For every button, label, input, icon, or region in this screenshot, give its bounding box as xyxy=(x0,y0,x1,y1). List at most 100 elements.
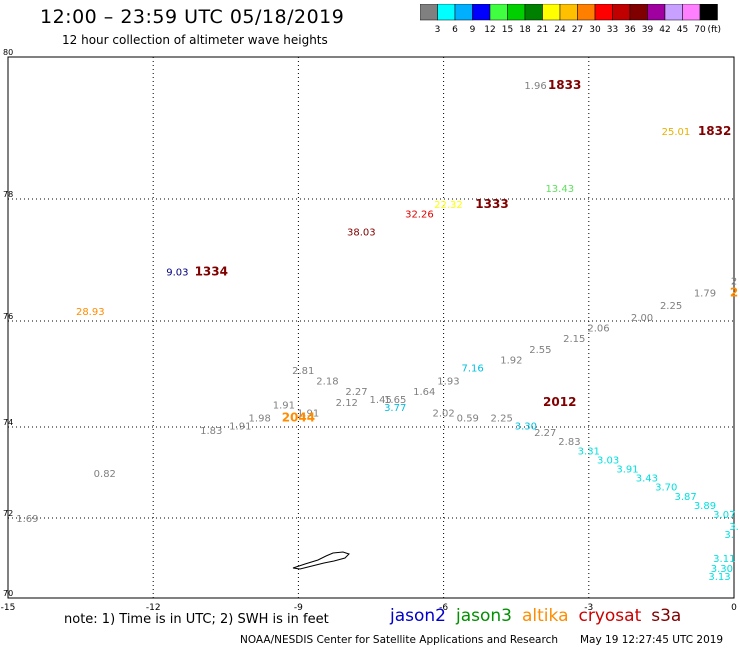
legend-jason3: jason3 xyxy=(456,606,512,626)
map-frame xyxy=(7,56,735,599)
swh-value-label: 3.30 xyxy=(711,564,733,575)
swh-value-label: 1.93 xyxy=(437,377,459,388)
satellite-legend: jason2 jason3 altika cryosat s3a xyxy=(390,606,691,626)
pass-time-label: 1333 xyxy=(475,197,508,211)
y-tick-label: 80 xyxy=(3,48,13,57)
x-tick-label: -9 xyxy=(294,603,303,613)
scale-label: 33 xyxy=(607,25,618,35)
scale-swatch xyxy=(699,4,718,21)
scale-label: 27 xyxy=(572,25,583,35)
swh-value-label: 1.65 xyxy=(384,395,406,406)
y-tick-label: 76 xyxy=(3,312,13,321)
swh-value-label: 2.06 xyxy=(587,324,609,335)
pass-time-label: 1832 xyxy=(698,124,731,138)
swh-value-label: 2.12 xyxy=(336,398,358,409)
swh-value-label: 2.55 xyxy=(529,345,551,356)
scale-unit: (ft) xyxy=(707,25,721,35)
swh-value-label: 3.03 xyxy=(597,455,619,466)
swh-value-label: 2.27 xyxy=(534,428,556,439)
scale-label: 36 xyxy=(624,25,636,35)
scale-label: 3 xyxy=(435,25,441,35)
color-scale: 3 6 9 12 15 18 21 24 27 30 33 36 39 42 45 70 (ft) xyxy=(420,4,721,35)
scale-label: 9 xyxy=(470,25,476,35)
swh-value-label: 3.13 xyxy=(708,572,730,583)
swh-value-label: 2.15 xyxy=(563,334,585,345)
swh-value-label: 38.03 xyxy=(347,228,376,239)
pass-time-label: 1334 xyxy=(195,264,228,278)
swh-value-label: 3. xyxy=(724,530,734,541)
x-tick-label: -3 xyxy=(584,603,593,613)
swh-value-label: 1.91 xyxy=(273,400,295,411)
x-tick-label: -6 xyxy=(439,603,448,613)
legend-s3a: s3a xyxy=(651,606,682,626)
swh-value-label: 13.43 xyxy=(545,184,574,195)
swh-value-label: 3.89 xyxy=(694,501,716,512)
swh-value-label: 1.91 xyxy=(297,408,319,419)
swh-value-label: 1.91 xyxy=(229,421,251,432)
swh-value-label: 3.43 xyxy=(636,474,658,485)
swh-value-label: 1.92 xyxy=(500,355,522,366)
swh-value-label: 0.82 xyxy=(94,469,116,480)
generated-timestamp: May 19 12:27:45 UTC 2019 xyxy=(580,634,724,646)
swh-value-label: 1.69 xyxy=(16,514,38,525)
pass-time-label: 2012 xyxy=(543,395,576,409)
pass-time-label: 2 xyxy=(730,286,738,300)
swh-value-label: 22.32 xyxy=(434,200,463,211)
scale-label: 45 xyxy=(677,25,688,35)
legend-cryosat: cryosat xyxy=(578,606,642,626)
y-tick-label: 78 xyxy=(3,190,13,199)
swh-value-label: 3.07 xyxy=(713,510,735,521)
swh-value-label: 3. xyxy=(729,522,739,533)
y-tick-label: 72 xyxy=(3,509,13,518)
x-tick-label: -12 xyxy=(146,603,161,613)
legend-altika: altika xyxy=(522,606,569,626)
swh-value-label: 3.91 xyxy=(616,465,638,476)
swh-value-label: 25.01 xyxy=(662,127,691,138)
scale-label: 24 xyxy=(554,25,566,35)
swh-value-label: 2.00 xyxy=(631,313,653,324)
swh-value-label: 1.98 xyxy=(249,414,271,425)
x-tick-label: -15 xyxy=(1,603,16,613)
swh-value-label: 2.25 xyxy=(660,301,682,312)
swh-value-label: 0.59 xyxy=(457,414,479,425)
scale-label: 70 xyxy=(694,25,706,35)
swh-value-label: 2.83 xyxy=(558,437,580,448)
swh-value-label: 3.11 xyxy=(713,554,735,565)
x-tick-label: 0 xyxy=(731,603,737,613)
scale-label: 15 xyxy=(502,25,513,35)
scale-label: 21 xyxy=(537,25,548,35)
swh-value-label: 2.25 xyxy=(491,414,513,425)
swh-value-label: 3.30 xyxy=(515,421,537,432)
map-subtitle: 12 hour collection of altimeter wave hei… xyxy=(62,33,328,47)
swh-value-label: 2 xyxy=(731,276,737,287)
scale-label: 30 xyxy=(589,25,601,35)
swh-value-label: 28.93 xyxy=(76,307,105,318)
swh-value-label: 2.81 xyxy=(292,366,314,377)
swh-value-label: 3.77 xyxy=(384,403,406,414)
swh-value-label: 2.02 xyxy=(432,408,454,419)
scale-label: 39 xyxy=(642,25,654,35)
footer-note: note: 1) Time is in UTC; 2) SWH is in fe… xyxy=(64,612,329,627)
swh-value-label: 2.18 xyxy=(316,377,338,388)
y-tick-label: 70 xyxy=(3,589,13,598)
swh-value-label: 3.70 xyxy=(655,483,677,494)
credit-text: NOAA/NESDIS Center for Satellite Applica… xyxy=(240,634,558,646)
scale-label: 42 xyxy=(659,25,670,35)
swh-value-label: 3.87 xyxy=(674,492,696,503)
swh-value-label: 1.96 xyxy=(524,81,546,92)
map-title: 12:00 – 23:59 UTC 05/18/2019 xyxy=(40,6,345,28)
scale-label: 18 xyxy=(519,25,531,35)
swh-value-label: 9.03 xyxy=(166,267,188,278)
swh-value-label: 3.31 xyxy=(578,446,600,457)
scale-label: 12 xyxy=(484,25,495,35)
legend-jason2: jason2 xyxy=(390,606,446,626)
swh-value-label: 1.83 xyxy=(200,426,222,437)
swh-value-label: 32.26 xyxy=(405,209,434,220)
swh-value-label: 7.16 xyxy=(462,363,484,374)
swh-value-label: 1.45 xyxy=(370,395,392,406)
swh-value-label: 1.64 xyxy=(413,387,435,398)
y-tick-label: 74 xyxy=(3,418,13,427)
swh-value-label: 2.27 xyxy=(345,387,367,398)
pass-time-label: 2044 xyxy=(282,411,315,425)
